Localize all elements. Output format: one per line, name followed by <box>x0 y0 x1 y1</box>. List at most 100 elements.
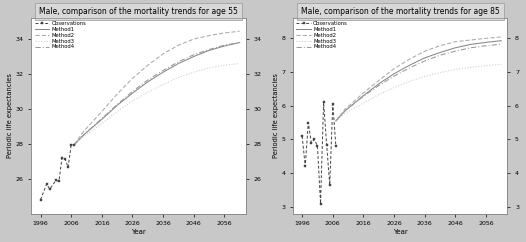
Method4 <box>206 48 212 51</box>
Observations <box>71 143 77 146</box>
Method1 <box>160 71 166 74</box>
Observations <box>44 182 50 185</box>
Method4 <box>421 60 428 62</box>
Method4 <box>237 41 243 44</box>
Method3 <box>421 75 428 78</box>
Method4 <box>468 46 474 49</box>
Line: Observations: Observations <box>39 143 76 201</box>
Method2 <box>221 31 228 34</box>
Method1 <box>80 134 87 136</box>
Method3 <box>237 62 243 65</box>
Method1 <box>71 143 77 146</box>
Method3 <box>175 76 181 79</box>
Method3 <box>437 71 443 74</box>
Method1 <box>483 41 489 44</box>
Method2 <box>129 77 136 80</box>
Method3 <box>483 64 489 67</box>
Method3 <box>145 91 151 94</box>
Method1 <box>221 45 228 47</box>
Method4 <box>406 67 412 69</box>
Observations <box>37 198 44 201</box>
Method4 <box>437 54 443 57</box>
Method4 <box>376 84 382 87</box>
Method4 <box>99 117 105 120</box>
Line: Method3: Method3 <box>336 64 501 121</box>
Method2 <box>114 93 120 96</box>
Method3 <box>498 63 504 66</box>
Method1 <box>498 39 504 42</box>
Method4 <box>391 75 397 77</box>
Line: Method1: Method1 <box>74 43 240 145</box>
Line: Method4: Method4 <box>74 43 240 145</box>
Method4 <box>221 44 228 47</box>
Observations <box>65 166 72 169</box>
Method3 <box>452 68 459 71</box>
Method4 <box>145 79 151 82</box>
Method1 <box>114 104 120 107</box>
Method2 <box>145 64 151 67</box>
Method3 <box>80 135 87 138</box>
Method2 <box>190 38 197 40</box>
Observations <box>59 156 65 159</box>
Method2 <box>80 130 87 133</box>
Method3 <box>114 110 120 113</box>
Method2 <box>160 53 166 55</box>
Method4 <box>71 143 77 146</box>
Method4 <box>114 103 120 106</box>
Method4 <box>129 90 136 93</box>
Method1 <box>452 46 459 49</box>
Method3 <box>468 66 474 69</box>
Observations <box>68 143 74 146</box>
Method4 <box>160 69 166 72</box>
Legend: Observations, Method1, Method2, Method3, Method4: Observations, Method1, Method2, Method3,… <box>295 20 349 51</box>
Line: Observations: Observations <box>301 101 337 205</box>
Method3 <box>221 64 228 67</box>
Method1 <box>175 62 181 65</box>
Method3 <box>190 71 197 74</box>
Method4 <box>342 109 348 112</box>
Method1 <box>99 118 105 121</box>
Method1 <box>406 64 412 67</box>
Method2 <box>406 58 412 61</box>
Observations <box>302 165 308 168</box>
Method2 <box>333 120 339 122</box>
Method4 <box>333 120 339 122</box>
Method1 <box>421 56 428 59</box>
Method2 <box>468 38 474 41</box>
Observations <box>299 135 305 137</box>
Observations <box>56 180 62 183</box>
Method3 <box>160 83 166 86</box>
Line: Method2: Method2 <box>336 37 501 121</box>
Method1 <box>206 49 212 52</box>
Observations <box>308 141 315 144</box>
Method4 <box>498 43 504 45</box>
Observations <box>47 188 53 191</box>
Legend: Observations, Method1, Method2, Method3, Method4: Observations, Method1, Method2, Method3,… <box>34 20 87 51</box>
Method4 <box>483 44 489 47</box>
Method2 <box>376 79 382 82</box>
Method2 <box>421 50 428 53</box>
Observations <box>327 183 333 186</box>
Observations <box>53 179 59 182</box>
Method2 <box>498 36 504 38</box>
Method2 <box>437 44 443 47</box>
Method3 <box>360 102 367 105</box>
Method2 <box>452 40 459 43</box>
X-axis label: Year: Year <box>131 229 146 235</box>
Method3 <box>99 122 105 125</box>
Method2 <box>175 44 181 47</box>
Observations <box>330 103 336 106</box>
Line: Method3: Method3 <box>74 63 240 145</box>
Method2 <box>360 91 367 94</box>
Method1 <box>376 82 382 85</box>
Y-axis label: Periodic life expectancies: Periodic life expectancies <box>7 73 13 158</box>
Method1 <box>129 92 136 95</box>
Method1 <box>391 72 397 75</box>
Method3 <box>333 120 339 122</box>
Method3 <box>391 86 397 89</box>
Line: Method2: Method2 <box>74 31 240 145</box>
Method1 <box>342 109 348 112</box>
Method2 <box>342 108 348 111</box>
Method1 <box>437 51 443 54</box>
Line: Method1: Method1 <box>336 41 501 121</box>
